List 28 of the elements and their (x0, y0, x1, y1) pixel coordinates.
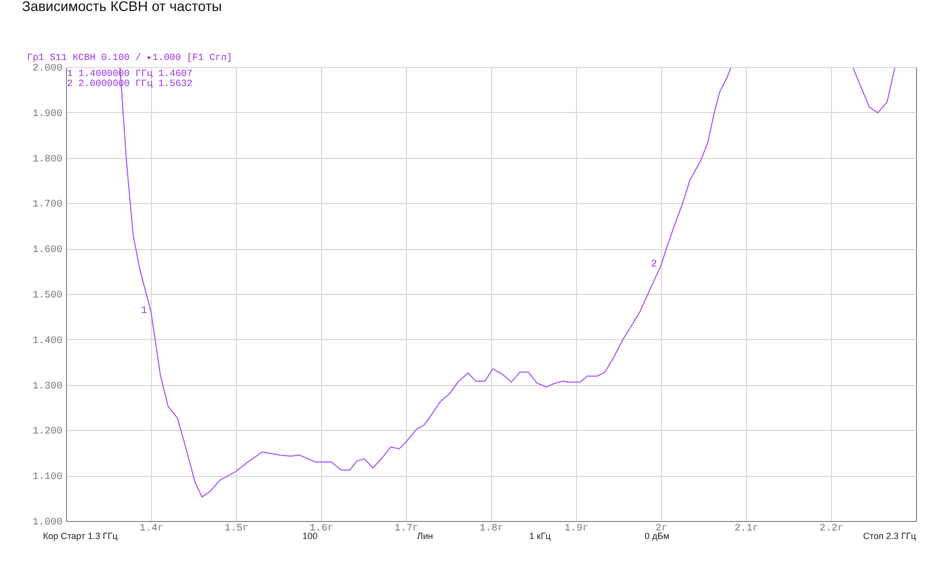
x-tick-label: 1.7г (394, 524, 419, 534)
y-tick-label: 1.900 (32, 108, 62, 120)
y-tick-label: 1.500 (32, 290, 62, 302)
x-tick-label: 1.8г (479, 524, 504, 534)
x-tick-label: 2.2г (819, 524, 844, 534)
y-tick-label: 1.300 (32, 381, 62, 392)
x-tick-label: 2.1г (734, 524, 759, 534)
text: Гр1 S11 КСВН 0.100 / ▸1.000 [F1 Сгл] (27, 52, 232, 63)
y-tick-label: 1.400 (32, 336, 62, 347)
x-tick-label: 1.4г (139, 524, 164, 534)
text: Кор Старт 1.3 ГГц (43, 531, 118, 541)
x-tick-label: 1.9г (564, 524, 589, 534)
text: 1 кГц (529, 531, 551, 541)
text: 100 (302, 531, 318, 541)
chart-title: Зависимость КСВН от частоты (22, 0, 222, 14)
y-tick-label: 2.000 (32, 64, 62, 74)
annotation: 2 (650, 259, 657, 270)
text: 0 дБм (644, 531, 670, 541)
text: Стоп 2.3 ГГц (863, 531, 916, 541)
annotation: 1 (140, 306, 147, 317)
y-tick-label: 1.800 (32, 154, 62, 166)
y-tick-label: 1.600 (32, 245, 62, 256)
y-tick-label: 1.200 (32, 426, 62, 438)
text: Лин (417, 531, 433, 541)
x-tick-label: 1.5г (224, 524, 249, 534)
y-tick-label: 1.000 (32, 518, 62, 528)
y-tick-label: 1.100 (32, 472, 62, 484)
y-tick-label: 1.700 (32, 200, 62, 211)
